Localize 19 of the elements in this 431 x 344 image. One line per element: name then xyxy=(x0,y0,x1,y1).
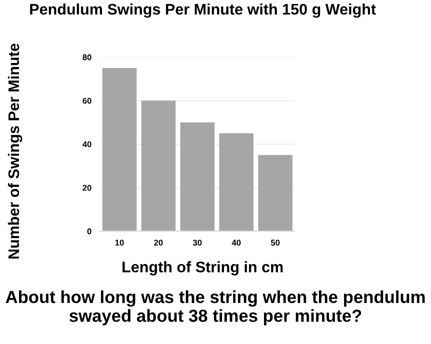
bar xyxy=(180,122,215,232)
x-tick-label: 20 xyxy=(154,240,163,246)
y-axis-title: Number of Swings Per Minute xyxy=(8,44,22,259)
y-tick-label: 20 xyxy=(82,184,92,191)
bar xyxy=(258,155,292,232)
x-tick-label: 50 xyxy=(270,240,280,246)
bar xyxy=(141,100,176,232)
x-tick-label: 10 xyxy=(115,240,124,246)
y-tick-label: 60 xyxy=(82,98,92,104)
bar xyxy=(219,133,254,232)
bar xyxy=(102,68,137,232)
y-tick-label: 0 xyxy=(87,228,92,234)
chart-title: Pendulum Swings Per Minute with 150 g Weight xyxy=(30,3,376,18)
x-tick-label: 40 xyxy=(232,240,241,246)
text: About how long was the string when the pendulum swayed about 38 times per minute? xyxy=(6,290,425,326)
x-axis-title: Length of String in cm xyxy=(122,261,283,276)
y-tick-label: 80 xyxy=(82,54,92,60)
y-tick-label: 40 xyxy=(82,141,92,148)
x-tick-label: 30 xyxy=(192,240,202,246)
